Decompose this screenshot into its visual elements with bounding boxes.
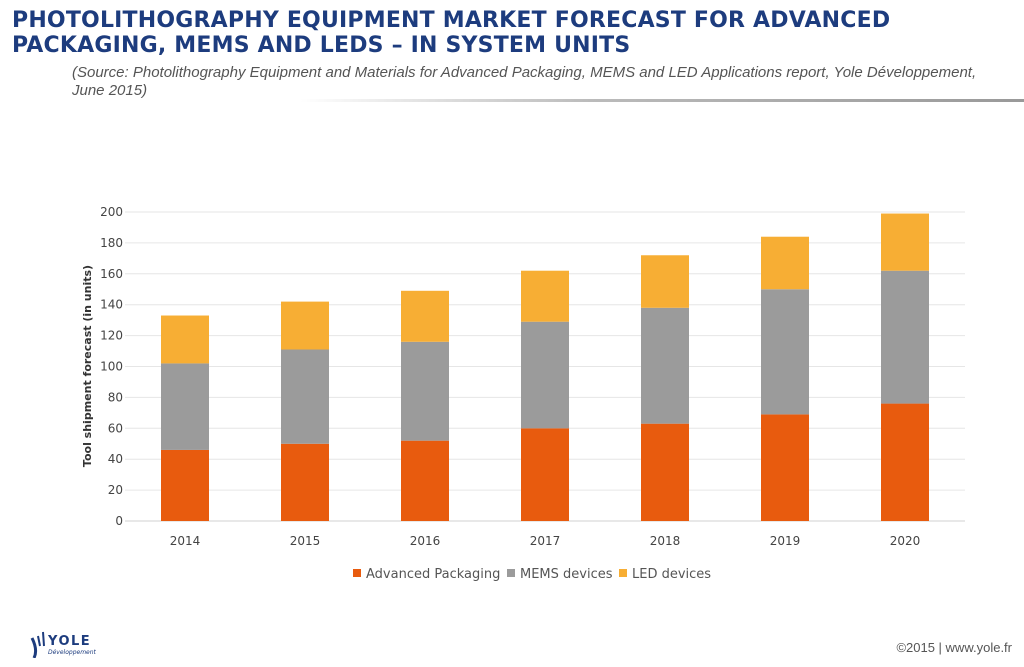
x-tick-label: 2017 [530, 534, 561, 548]
y-axis-label: Tool shipment forecast (in units) [81, 265, 94, 467]
y-tick-label: 60 [108, 421, 123, 435]
bar-led-devices [401, 290, 449, 342]
page-title: PHOTOLITHOGRAPHY EQUIPMENT MARKET FORECA… [12, 8, 891, 58]
bar-mems-devices [281, 349, 329, 444]
x-tick-label: 2014 [170, 534, 201, 548]
bar-mems-devices [521, 321, 569, 429]
bar-advanced-packaging [761, 414, 809, 521]
bar-advanced-packaging [401, 440, 449, 521]
bar-led-devices [281, 301, 329, 350]
legend-label: Advanced Packaging [366, 567, 500, 582]
legend-swatch [619, 569, 627, 577]
bar-advanced-packaging [281, 443, 329, 521]
y-tick-label: 200 [100, 205, 123, 219]
bar-advanced-packaging [521, 428, 569, 521]
yole-logo: YOLE Développement [28, 628, 108, 663]
legend-label: MEMS devices [520, 567, 613, 582]
bar-led-devices [641, 255, 689, 308]
legend-swatch [353, 569, 361, 577]
bar-mems-devices [761, 289, 809, 415]
bar-mems-devices [401, 341, 449, 441]
y-tick-label: 40 [108, 452, 123, 466]
bar-mems-devices [161, 363, 209, 450]
bar-led-devices [161, 315, 209, 364]
y-tick-label: 80 [108, 390, 123, 404]
source-subtitle: (Source: Photolithography Equipment and … [72, 64, 977, 99]
x-tick-label: 2020 [890, 534, 921, 548]
bar-led-devices [521, 270, 569, 322]
x-tick-label: 2015 [290, 534, 321, 548]
bar-advanced-packaging [881, 403, 929, 521]
legend-label: LED devices [632, 567, 711, 582]
y-tick-label: 100 [100, 360, 123, 374]
x-tick-label: 2019 [770, 534, 801, 548]
x-tick-label: 2016 [410, 534, 441, 548]
bar-mems-devices [881, 270, 929, 404]
bar-led-devices [881, 213, 929, 271]
y-tick-label: 120 [100, 329, 123, 343]
divider [300, 99, 1024, 102]
y-tick-label: 160 [100, 267, 123, 281]
bar-led-devices [761, 236, 809, 290]
footer-copyright: ©2015 | www.yole.fr [896, 640, 1012, 655]
x-tick-label: 2018 [650, 534, 681, 548]
logo-tagline: Développement [48, 649, 97, 656]
legend-swatch [507, 569, 515, 577]
bar-advanced-packaging [161, 449, 209, 521]
y-tick-label: 20 [108, 483, 123, 497]
y-tick-label: 0 [115, 514, 123, 528]
logo-name: YOLE [47, 634, 91, 649]
y-tick-label: 180 [100, 236, 123, 250]
bar-mems-devices [641, 307, 689, 424]
bar-advanced-packaging [641, 423, 689, 521]
y-tick-label: 140 [100, 298, 123, 312]
